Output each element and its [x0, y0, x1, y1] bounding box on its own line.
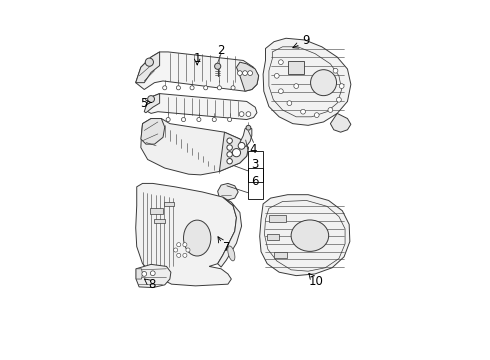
- Circle shape: [145, 58, 153, 66]
- Polygon shape: [144, 94, 160, 113]
- Circle shape: [227, 158, 232, 164]
- Polygon shape: [220, 132, 248, 171]
- Circle shape: [232, 149, 241, 157]
- Text: 2: 2: [218, 44, 225, 57]
- Circle shape: [239, 112, 244, 117]
- Circle shape: [294, 84, 298, 89]
- Circle shape: [301, 109, 305, 114]
- Circle shape: [204, 86, 208, 90]
- Circle shape: [227, 145, 232, 150]
- Polygon shape: [136, 183, 237, 286]
- Circle shape: [142, 271, 147, 276]
- Bar: [274, 252, 287, 258]
- Text: 6: 6: [251, 175, 259, 188]
- Ellipse shape: [291, 220, 329, 251]
- Circle shape: [314, 113, 319, 117]
- Polygon shape: [141, 118, 248, 175]
- Circle shape: [227, 152, 232, 157]
- Polygon shape: [237, 62, 259, 91]
- Circle shape: [166, 117, 170, 122]
- Bar: [269, 215, 286, 222]
- Circle shape: [183, 253, 187, 257]
- Polygon shape: [330, 113, 351, 132]
- Circle shape: [163, 86, 167, 90]
- Bar: [248, 168, 263, 199]
- Circle shape: [227, 138, 232, 143]
- Circle shape: [328, 108, 333, 112]
- Bar: [154, 219, 165, 223]
- Polygon shape: [141, 118, 165, 144]
- Text: 3: 3: [251, 158, 259, 171]
- Circle shape: [311, 70, 337, 96]
- Circle shape: [231, 86, 235, 90]
- Circle shape: [278, 89, 283, 94]
- Text: 9: 9: [303, 35, 310, 48]
- Circle shape: [287, 101, 292, 105]
- Circle shape: [246, 125, 251, 130]
- Circle shape: [333, 68, 338, 73]
- Polygon shape: [136, 52, 259, 91]
- Polygon shape: [136, 269, 143, 279]
- Circle shape: [190, 86, 194, 90]
- Circle shape: [337, 97, 342, 102]
- Polygon shape: [218, 183, 238, 201]
- Polygon shape: [218, 197, 242, 267]
- Circle shape: [147, 96, 154, 103]
- Text: 8: 8: [148, 278, 155, 291]
- Ellipse shape: [184, 220, 211, 256]
- Bar: [248, 151, 263, 182]
- Circle shape: [339, 84, 344, 89]
- Circle shape: [218, 86, 221, 90]
- Polygon shape: [136, 264, 171, 288]
- Circle shape: [274, 73, 279, 78]
- Polygon shape: [136, 52, 160, 83]
- Circle shape: [150, 271, 155, 276]
- Circle shape: [181, 117, 186, 122]
- Circle shape: [176, 86, 180, 90]
- Ellipse shape: [228, 246, 235, 261]
- Polygon shape: [263, 38, 351, 125]
- Circle shape: [197, 117, 201, 122]
- Circle shape: [177, 253, 181, 257]
- Text: 5: 5: [141, 96, 148, 110]
- Text: 10: 10: [308, 275, 323, 288]
- Bar: [164, 202, 173, 206]
- Circle shape: [248, 71, 252, 76]
- Circle shape: [243, 71, 247, 76]
- Text: 4: 4: [250, 143, 257, 156]
- Text: 7: 7: [223, 241, 231, 254]
- Bar: [268, 234, 279, 240]
- Circle shape: [173, 248, 178, 252]
- Circle shape: [177, 243, 181, 247]
- Circle shape: [238, 143, 245, 149]
- Text: 1: 1: [194, 51, 201, 64]
- Circle shape: [278, 60, 283, 64]
- Bar: [288, 61, 304, 74]
- Polygon shape: [240, 127, 252, 148]
- Circle shape: [215, 63, 221, 69]
- Circle shape: [246, 112, 251, 117]
- Circle shape: [212, 117, 216, 122]
- Circle shape: [238, 71, 242, 76]
- Bar: [150, 208, 163, 214]
- Polygon shape: [260, 195, 350, 276]
- Circle shape: [183, 243, 187, 247]
- Polygon shape: [146, 94, 257, 120]
- Circle shape: [227, 117, 232, 122]
- Circle shape: [186, 248, 190, 252]
